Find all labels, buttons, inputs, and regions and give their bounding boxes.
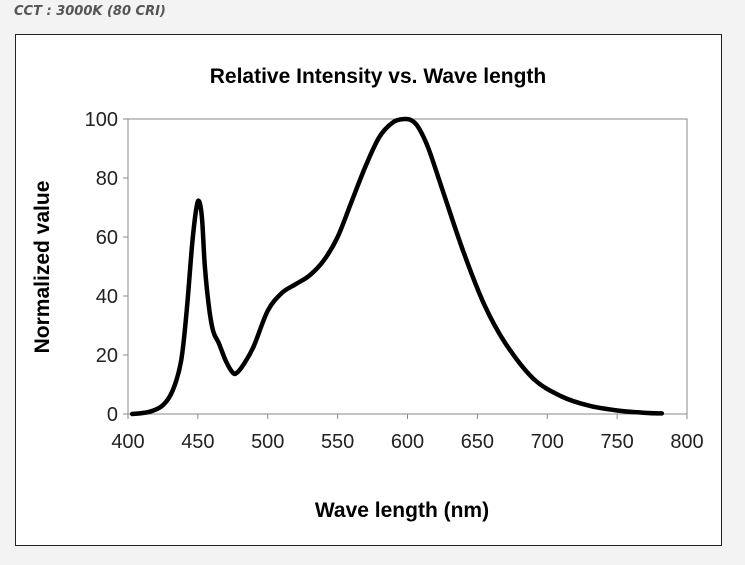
x-tick-label: 400 xyxy=(111,431,144,453)
plot-area xyxy=(127,118,688,415)
y-tick-label: 40 xyxy=(96,286,118,308)
y-tick-label: 60 xyxy=(96,227,118,249)
series-line xyxy=(129,116,665,417)
x-tick-label: 550 xyxy=(321,431,354,453)
y-tick-label: 20 xyxy=(96,345,118,367)
x-tick-label: 500 xyxy=(251,431,284,453)
x-axis-ticks: 400 450 500 550 600 650 700 750 800 xyxy=(111,414,704,453)
x-axis-label: Wave length (nm) xyxy=(315,499,489,522)
series-group xyxy=(129,116,665,417)
x-tick-label: 750 xyxy=(600,431,633,453)
x-tick-label: 600 xyxy=(391,431,424,453)
x-tick-label: 700 xyxy=(531,431,564,453)
y-tick-label: 100 xyxy=(85,109,118,131)
x-tick-label: 800 xyxy=(670,431,703,453)
y-tick-label: 80 xyxy=(96,168,118,190)
chart-title: Relative Intensity vs. Wave length xyxy=(210,65,547,88)
chart-frame: Relative Intensity vs. Wave length 0 20 40… xyxy=(15,34,722,546)
y-tick-label: 0 xyxy=(107,404,118,426)
y-axis-label: Normalized value xyxy=(31,181,54,354)
x-tick-label: 650 xyxy=(461,431,494,453)
chart-caption: CCT : 3000K (80 CRI) xyxy=(14,4,166,19)
chart: Relative Intensity vs. Wave length 0 20 40… xyxy=(31,65,704,522)
y-axis-ticks: 0 20 40 60 80 100 xyxy=(85,109,128,426)
x-tick-label: 450 xyxy=(181,431,214,453)
